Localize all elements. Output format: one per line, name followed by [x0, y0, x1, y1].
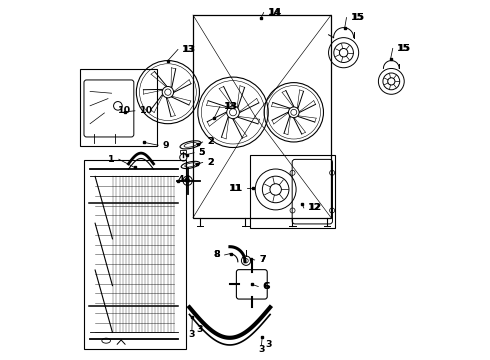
Text: 3: 3 — [266, 341, 272, 350]
Text: 15: 15 — [397, 44, 410, 53]
Text: 8: 8 — [213, 251, 220, 260]
Text: 15: 15 — [351, 13, 364, 22]
Text: 5: 5 — [198, 148, 205, 157]
Bar — [250, 155, 335, 228]
Text: 13: 13 — [224, 102, 238, 111]
Text: 2: 2 — [207, 158, 214, 167]
Text: 13: 13 — [182, 45, 196, 54]
Text: 11: 11 — [229, 184, 242, 193]
Bar — [84, 160, 186, 348]
Text: 12: 12 — [308, 203, 321, 212]
Bar — [180, 149, 186, 153]
Text: 9: 9 — [163, 141, 169, 150]
Bar — [193, 15, 331, 218]
Text: 14: 14 — [268, 8, 281, 17]
Text: 11: 11 — [230, 184, 243, 193]
Text: 15: 15 — [398, 44, 411, 53]
Text: 15: 15 — [351, 13, 365, 22]
Text: 2: 2 — [207, 138, 214, 147]
Text: 3: 3 — [196, 325, 203, 334]
Text: 5: 5 — [199, 148, 205, 157]
Text: 4: 4 — [177, 175, 184, 184]
Text: 6: 6 — [263, 282, 269, 291]
Text: 3: 3 — [258, 345, 265, 354]
Text: 10: 10 — [140, 106, 153, 115]
Text: 13: 13 — [224, 102, 237, 111]
Text: 1: 1 — [108, 155, 115, 164]
Text: 12: 12 — [309, 203, 322, 212]
Text: 3: 3 — [189, 330, 195, 339]
Text: 4: 4 — [183, 175, 190, 184]
Text: 13: 13 — [183, 45, 196, 54]
Bar — [80, 69, 157, 146]
Text: 2: 2 — [207, 158, 214, 167]
Text: 10: 10 — [118, 106, 131, 115]
Text: 14: 14 — [269, 8, 282, 17]
Text: 7: 7 — [259, 256, 266, 265]
Text: 7: 7 — [259, 256, 266, 265]
Text: 8: 8 — [214, 251, 220, 260]
Text: 2: 2 — [207, 138, 214, 147]
Text: 6: 6 — [263, 282, 270, 291]
